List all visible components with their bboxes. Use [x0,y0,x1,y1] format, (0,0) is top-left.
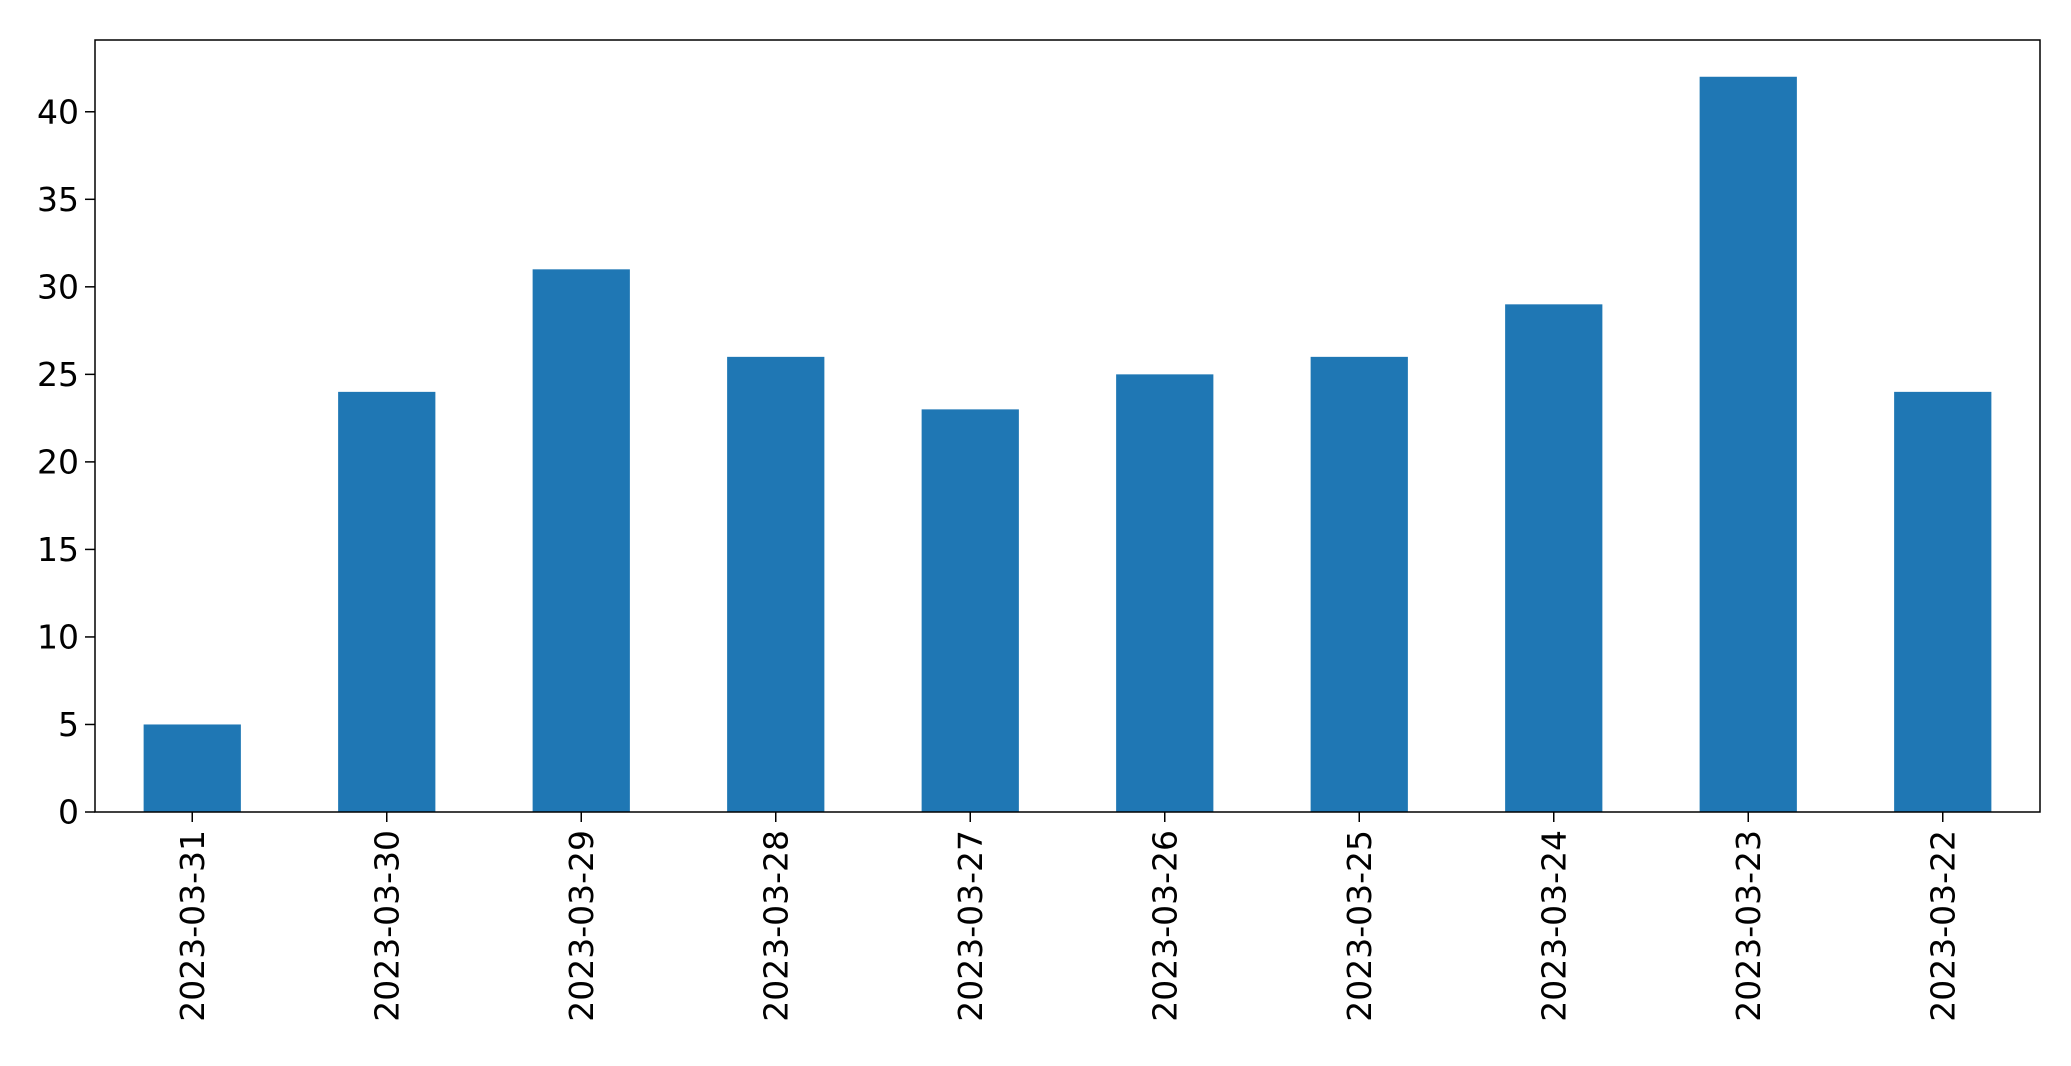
y-tick-label: 5 [58,705,79,744]
x-tick-label: 2023-03-27 [951,830,990,1022]
x-tick-label: 2023-03-26 [1145,830,1184,1022]
bar-2023-03-22 [1894,391,1992,812]
bar-2023-03-29 [532,269,630,813]
x-tick-label: 2023-03-31 [173,830,212,1022]
bar-2023-03-27 [921,409,1019,812]
y-tick-label: 30 [37,267,79,306]
y-tick-label: 25 [37,355,79,394]
bar-2023-03-26 [1116,374,1214,812]
y-axis: 0 5 10 15 20 25 30 35 40 [37,92,95,832]
bar-2023-03-28 [727,356,825,812]
x-tick-label: 2023-03-25 [1340,830,1379,1022]
x-tick-label: 2023-03-30 [367,830,406,1022]
y-tick-label: 10 [37,617,79,656]
y-tick-label: 0 [58,793,79,832]
x-axis: 2023-03-31 2023-03-30 2023-03-29 2023-03-28… [173,812,1962,1022]
y-tick-label: 35 [37,180,79,219]
bars-group [143,76,1992,813]
x-tick-label: 2023-03-22 [1923,830,1962,1022]
bar-2023-03-24 [1505,304,1603,812]
bar-2023-03-30 [338,391,436,812]
y-tick-label: 15 [37,530,79,569]
x-tick-label: 2023-03-29 [562,830,601,1022]
plot-frame [94,39,2041,813]
x-tick-label: 2023-03-24 [1534,830,1573,1022]
bar-2023-03-31 [143,724,241,812]
y-tick-label: 40 [37,92,79,131]
bar-2023-03-23 [1699,76,1797,812]
bar-2023-03-25 [1310,356,1408,812]
x-tick-label: 2023-03-28 [756,830,795,1022]
x-tick-label: 2023-03-23 [1729,830,1768,1022]
y-tick-label: 20 [37,442,79,481]
